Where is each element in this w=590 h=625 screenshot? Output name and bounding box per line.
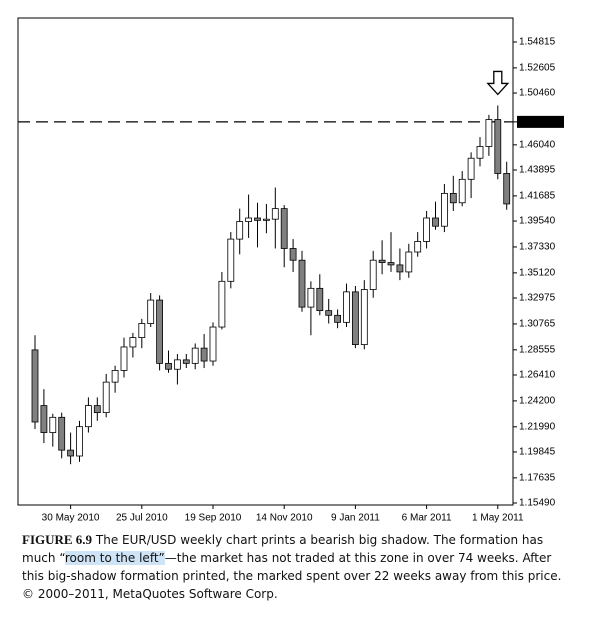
y-tick-label: 1.48000 — [519, 117, 556, 128]
candle-body — [334, 314, 342, 323]
candle-body — [289, 248, 297, 261]
candle-body — [423, 217, 431, 242]
copyright: © 2000–2011, MetaQuotes Software Corp. — [22, 587, 278, 601]
candle-body — [316, 287, 324, 312]
candle-body — [147, 299, 155, 324]
candle-body — [396, 264, 404, 273]
candle-body — [467, 157, 475, 180]
arrow-marker — [486, 70, 510, 96]
candle-body — [440, 192, 448, 227]
x-tick-label: 9 Jan 2011 — [331, 513, 380, 524]
candle-body — [76, 426, 83, 457]
candle-body — [58, 416, 66, 451]
candle-body — [262, 218, 270, 221]
candle-body — [209, 326, 217, 362]
y-tick-label: 1.46040 — [519, 139, 556, 150]
caption-text: —the market has not traded at this zone … — [22, 551, 562, 583]
candle-body — [67, 449, 74, 457]
candle-body — [360, 289, 368, 346]
candle-body — [129, 337, 137, 348]
candle-body — [378, 259, 386, 263]
figure-label: FIGURE 6.9 — [22, 532, 93, 547]
candle-body — [458, 178, 466, 204]
candle-body — [165, 362, 172, 370]
plot-frame — [17, 17, 514, 506]
candle-body — [102, 381, 110, 414]
y-tick-label: 1.54815 — [519, 37, 556, 48]
candle-body — [485, 119, 493, 147]
candle-body — [191, 347, 199, 364]
chart: 1.54815 1.52605 1.50460 1.48000 1.46040 1.438… — [17, 17, 564, 524]
caption-text: The EUR/USD weekly chart prints a bearis… — [22, 533, 544, 565]
y-tick-label: 1.26410 — [519, 370, 556, 381]
y-tick-label: 1.30765 — [519, 319, 556, 330]
candle-body — [173, 359, 181, 370]
y-tick-label: 1.39540 — [519, 216, 556, 227]
y-tick-label: 1.43895 — [519, 165, 556, 176]
y-tick-label: 1.35120 — [519, 268, 556, 279]
y-tick-label: 1.50460 — [519, 88, 556, 99]
candle-body — [476, 146, 484, 159]
candle-body — [236, 221, 244, 240]
x-tick-label: 14 Nov 2010 — [256, 513, 313, 524]
caption-highlight: room to the left” — [64, 551, 165, 565]
candle-body — [369, 259, 377, 290]
candle-body — [111, 370, 119, 383]
candle-body — [405, 251, 413, 273]
candle-body — [31, 349, 39, 423]
candle-body — [85, 405, 92, 428]
candle-body — [49, 416, 57, 433]
y-tick-label: 1.37330 — [519, 242, 556, 253]
candle-body — [245, 217, 253, 222]
y-tick-label: 1.28555 — [519, 344, 556, 355]
candle-body — [120, 346, 128, 371]
candle-body — [449, 192, 457, 204]
candle-body — [271, 208, 279, 220]
candle-body — [432, 217, 439, 227]
y-tick-label: 1.41685 — [519, 191, 556, 202]
y-tick-label: 1.19845 — [519, 447, 556, 458]
candle-body — [414, 241, 422, 253]
candle-body — [138, 323, 146, 338]
candle-body — [182, 359, 190, 364]
candle-body — [200, 347, 208, 362]
caption: FIGURE 6.9 The EUR/USD weekly chart prin… — [22, 531, 570, 603]
candle-body — [218, 280, 226, 328]
candle-body — [93, 405, 101, 414]
x-tick-label: 1 May 2011 — [472, 513, 524, 524]
y-tick-label: 1.52605 — [519, 63, 556, 74]
y-tick-label: 1.15490 — [519, 498, 556, 509]
candle-body — [156, 299, 164, 364]
candle-body — [40, 405, 48, 433]
candle-body — [227, 238, 235, 282]
candle-body — [494, 119, 502, 174]
x-tick-label: 30 May 2010 — [42, 513, 100, 524]
x-tick-label: 19 Sep 2010 — [185, 513, 242, 524]
candle-body — [325, 310, 333, 316]
tick-highlight — [517, 115, 564, 128]
candle-body — [351, 291, 359, 346]
candle-body — [307, 287, 315, 308]
y-tick-label: 1.17635 — [519, 473, 556, 484]
x-tick-label: 25 Jul 2010 — [116, 513, 168, 524]
y-tick-label: 1.32975 — [519, 293, 556, 304]
y-tick-label: 1.21990 — [519, 421, 556, 432]
candle-body — [343, 291, 350, 323]
candle-body — [298, 259, 306, 308]
candle-body — [280, 208, 288, 249]
candle-body — [387, 262, 395, 266]
candle-body — [503, 173, 511, 205]
y-tick-label: 1.24200 — [519, 396, 556, 407]
x-tick-label: 6 Mar 2011 — [402, 513, 452, 524]
candle-body — [254, 217, 261, 221]
